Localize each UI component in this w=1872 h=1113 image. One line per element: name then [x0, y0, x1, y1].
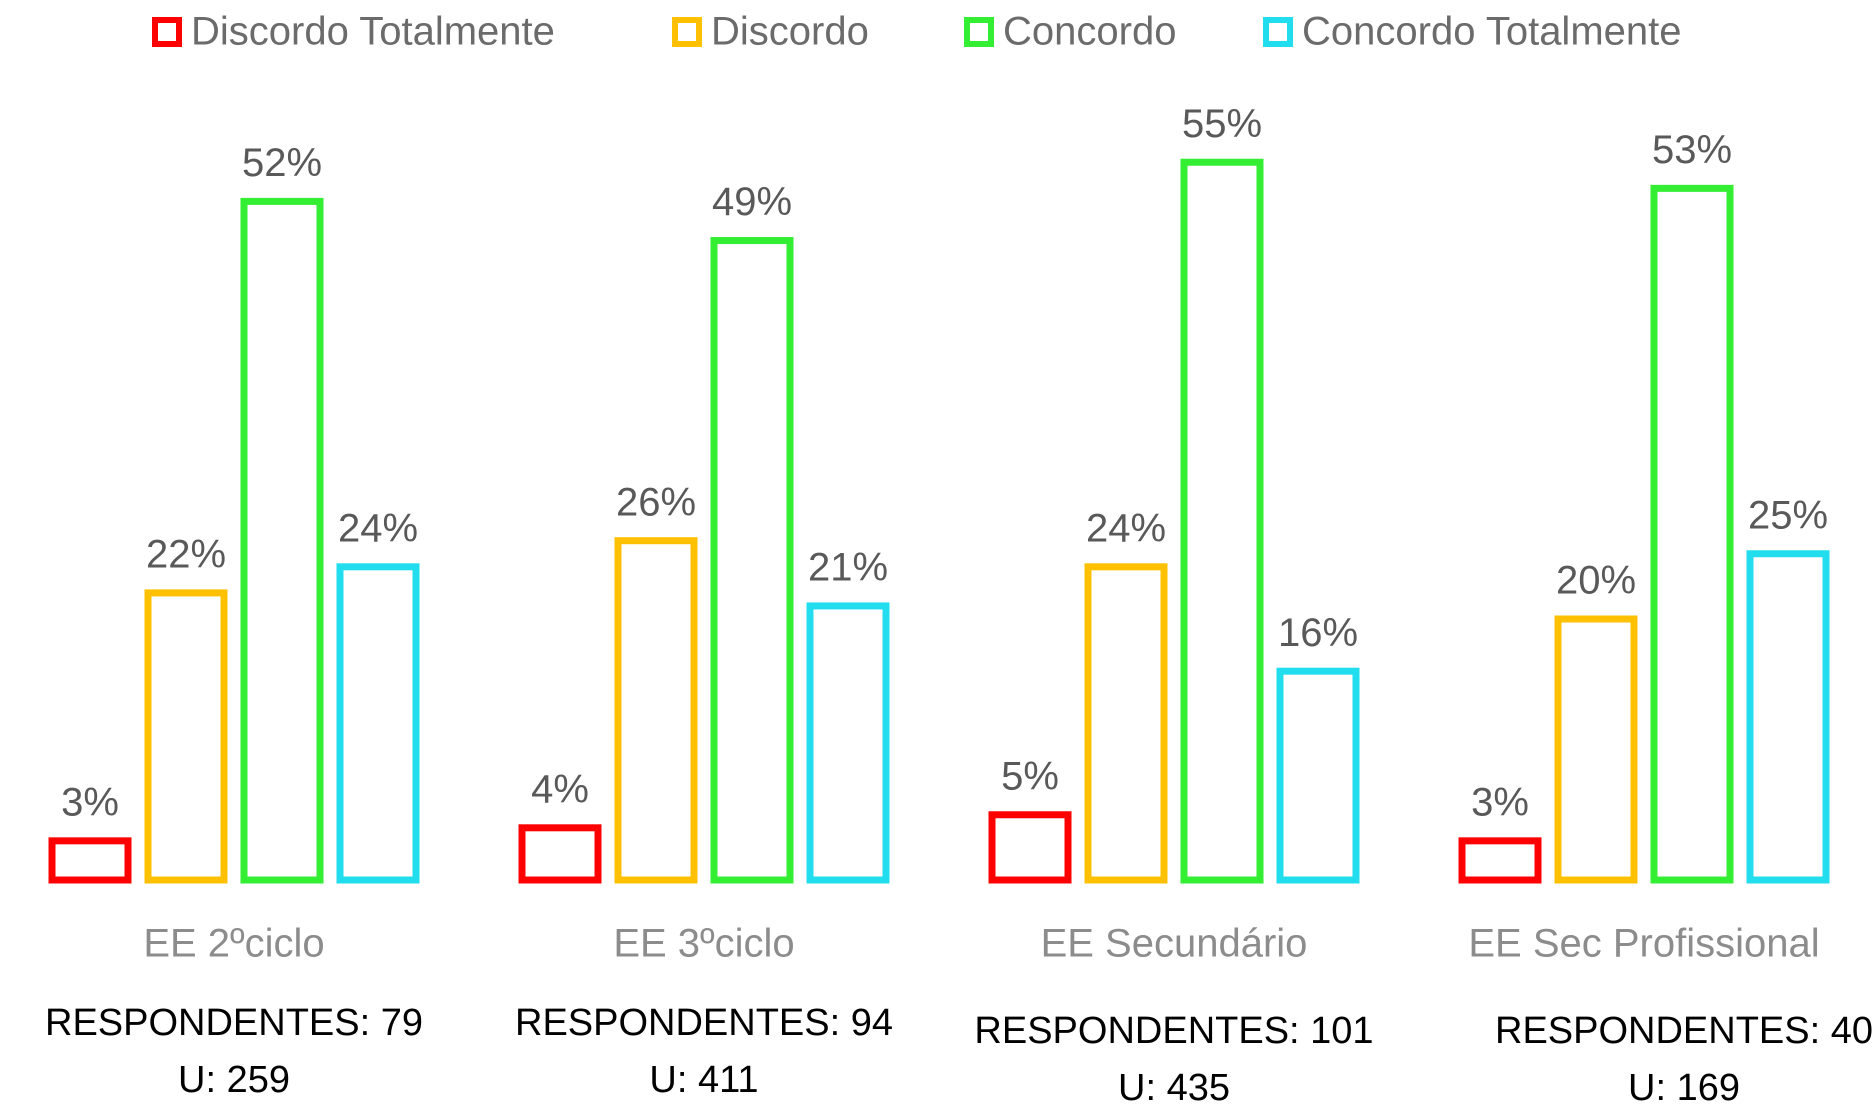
- value-label: 24%: [338, 506, 418, 550]
- value-label: 53%: [1652, 128, 1732, 172]
- bar: [614, 537, 698, 884]
- value-label: 21%: [808, 546, 888, 590]
- value-label: 22%: [146, 532, 226, 576]
- value-label: 3%: [61, 780, 119, 824]
- legend-swatch: [1263, 17, 1293, 47]
- annotation: U: 169: [1628, 1067, 1740, 1109]
- x-tick-label: EE Sec Profissional: [1468, 922, 1819, 966]
- value-label: 26%: [616, 480, 696, 524]
- bar: [518, 824, 602, 884]
- bar: [240, 197, 324, 884]
- bar: [1276, 667, 1360, 884]
- value-label: 3%: [1471, 780, 1529, 824]
- bar: [1746, 550, 1830, 884]
- annotation: U: 411: [649, 1059, 758, 1101]
- annotation: RESPONDENTES: 40: [1495, 1010, 1872, 1052]
- legend-swatch: [964, 17, 994, 47]
- bar: [1554, 615, 1638, 884]
- value-label: 24%: [1086, 506, 1166, 550]
- value-label: 49%: [712, 180, 792, 224]
- legend-swatch: [152, 17, 182, 47]
- bar: [336, 563, 420, 884]
- value-label: 52%: [242, 141, 322, 185]
- annotation: RESPONDENTES: 94: [515, 1002, 893, 1044]
- value-label: 16%: [1278, 611, 1358, 655]
- bar: [710, 237, 794, 884]
- bar: [48, 837, 132, 884]
- legend-label: Discordo Totalmente: [191, 10, 555, 54]
- x-tick-label: EE 3ºciclo: [613, 922, 794, 966]
- x-tick-label: EE 2ºciclo: [143, 922, 324, 966]
- bar: [988, 811, 1072, 884]
- bar: [1084, 563, 1168, 884]
- value-label: 4%: [531, 767, 589, 811]
- legend-label: Discordo: [711, 10, 869, 54]
- annotation: RESPONDENTES: 101: [974, 1010, 1373, 1052]
- bar: [1180, 158, 1264, 884]
- annotation: U: 259: [178, 1059, 290, 1101]
- value-label: 20%: [1556, 559, 1636, 603]
- x-tick-label: EE Secundário: [1041, 922, 1308, 966]
- value-label: 55%: [1182, 102, 1262, 146]
- annotation: U: 435: [1118, 1067, 1230, 1109]
- bar: [1650, 184, 1734, 884]
- annotation: RESPONDENTES: 79: [45, 1002, 423, 1044]
- legend-label: Concordo: [1003, 10, 1176, 54]
- legend-label: Concordo Totalmente: [1302, 10, 1682, 54]
- value-label: 25%: [1748, 493, 1828, 537]
- bar: [144, 589, 228, 884]
- bar: [1458, 837, 1542, 884]
- value-label: 5%: [1001, 754, 1059, 798]
- legend-swatch: [672, 17, 702, 47]
- bar: [806, 602, 890, 884]
